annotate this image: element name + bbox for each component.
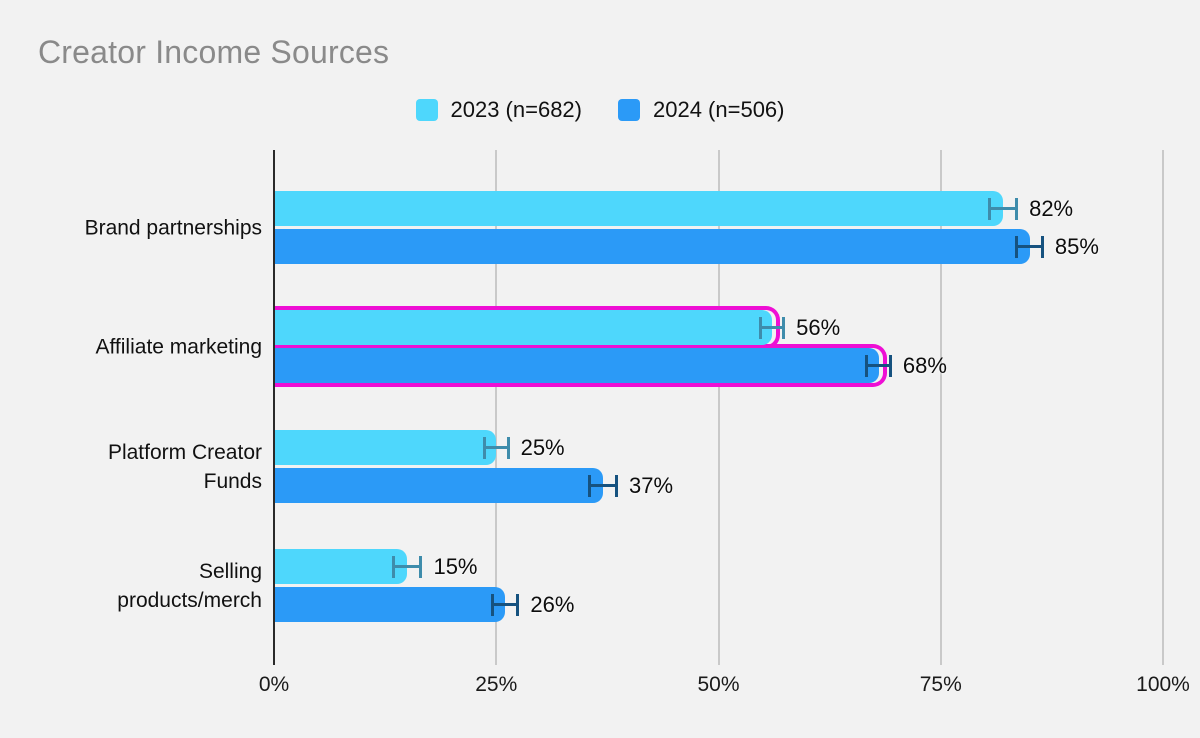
error-bar xyxy=(1015,245,1044,248)
error-bar-cap-left xyxy=(758,316,762,339)
value-label: 37% xyxy=(629,472,674,498)
value-label: 68% xyxy=(902,352,947,378)
error-bar-cap-left xyxy=(865,354,869,377)
chart-title: Creator Income Sources xyxy=(38,34,390,70)
bar-2024-1[interactable] xyxy=(274,348,879,383)
legend-item-2023[interactable]: 2023 (n=682) xyxy=(415,97,583,123)
value-label: 26% xyxy=(530,591,575,617)
legend: 2023 (n=682) 2024 (n=506) xyxy=(0,97,1200,123)
category-label: Platform Creator Funds xyxy=(107,440,262,493)
error-bar-cap-left xyxy=(987,197,991,220)
error-bar-cap-left xyxy=(490,593,494,616)
x-tick-label-50%: 50% xyxy=(697,673,740,696)
x-tick-label-0%: 0% xyxy=(258,673,290,696)
error-bar-cap-right xyxy=(1015,197,1019,220)
bar-2023-2[interactable] xyxy=(274,430,497,465)
bar-2023-1[interactable] xyxy=(274,310,772,345)
value-label: 25% xyxy=(520,434,565,460)
error-bar xyxy=(392,565,423,568)
x-tick-label-75%: 75% xyxy=(919,673,962,696)
gridline-100% xyxy=(1162,150,1164,665)
value-label: 56% xyxy=(796,314,841,340)
error-bar xyxy=(482,446,510,449)
x-tick-label-100%: 100% xyxy=(1136,673,1190,696)
legend-item-2024[interactable]: 2024 (n=506) xyxy=(618,97,785,123)
bar-2023-0[interactable] xyxy=(274,191,1003,226)
error-bar-cap-right xyxy=(782,316,786,339)
legend-label-2023: 2023 (n=682) xyxy=(450,97,583,122)
error-bar-cap-right xyxy=(506,436,510,459)
legend-label-2024: 2024 (n=506) xyxy=(653,97,785,122)
legend-swatch-2023-icon xyxy=(415,99,438,121)
error-bar xyxy=(758,326,786,329)
legend-swatch-2024-icon xyxy=(618,99,640,121)
value-label: 82% xyxy=(1029,195,1074,221)
error-bar-cap-right xyxy=(615,474,619,497)
x-axis-line xyxy=(273,150,275,665)
bar-2023-3[interactable] xyxy=(274,549,408,584)
error-bar xyxy=(490,603,520,606)
error-bar-cap-right xyxy=(419,555,423,578)
error-bar-cap-left xyxy=(587,474,591,497)
gridline-75% xyxy=(939,150,942,665)
error-bar xyxy=(865,364,892,367)
category-label: Affiliate marketing xyxy=(95,335,262,358)
category-label: Brand partnerships xyxy=(84,216,262,239)
bar-2024-0[interactable] xyxy=(274,229,1030,264)
gridline-25% xyxy=(495,150,498,665)
bar-2024-2[interactable] xyxy=(274,468,603,503)
gridline-50% xyxy=(717,150,720,665)
value-label: 85% xyxy=(1054,233,1099,259)
error-bar-cap-right xyxy=(516,593,520,616)
error-bar-cap-left xyxy=(1015,235,1019,258)
error-bar xyxy=(987,207,1019,210)
bar-2024-3[interactable] xyxy=(274,587,506,622)
error-bar-cap-right xyxy=(888,354,892,377)
error-bar-cap-right xyxy=(1040,235,1044,258)
error-bar xyxy=(587,484,619,487)
error-bar-cap-left xyxy=(482,436,486,459)
value-label: 15% xyxy=(433,553,478,579)
error-bar-cap-left xyxy=(392,555,396,578)
x-tick-label-25%: 25% xyxy=(475,673,518,696)
category-label: Selling products/merch xyxy=(117,559,262,612)
